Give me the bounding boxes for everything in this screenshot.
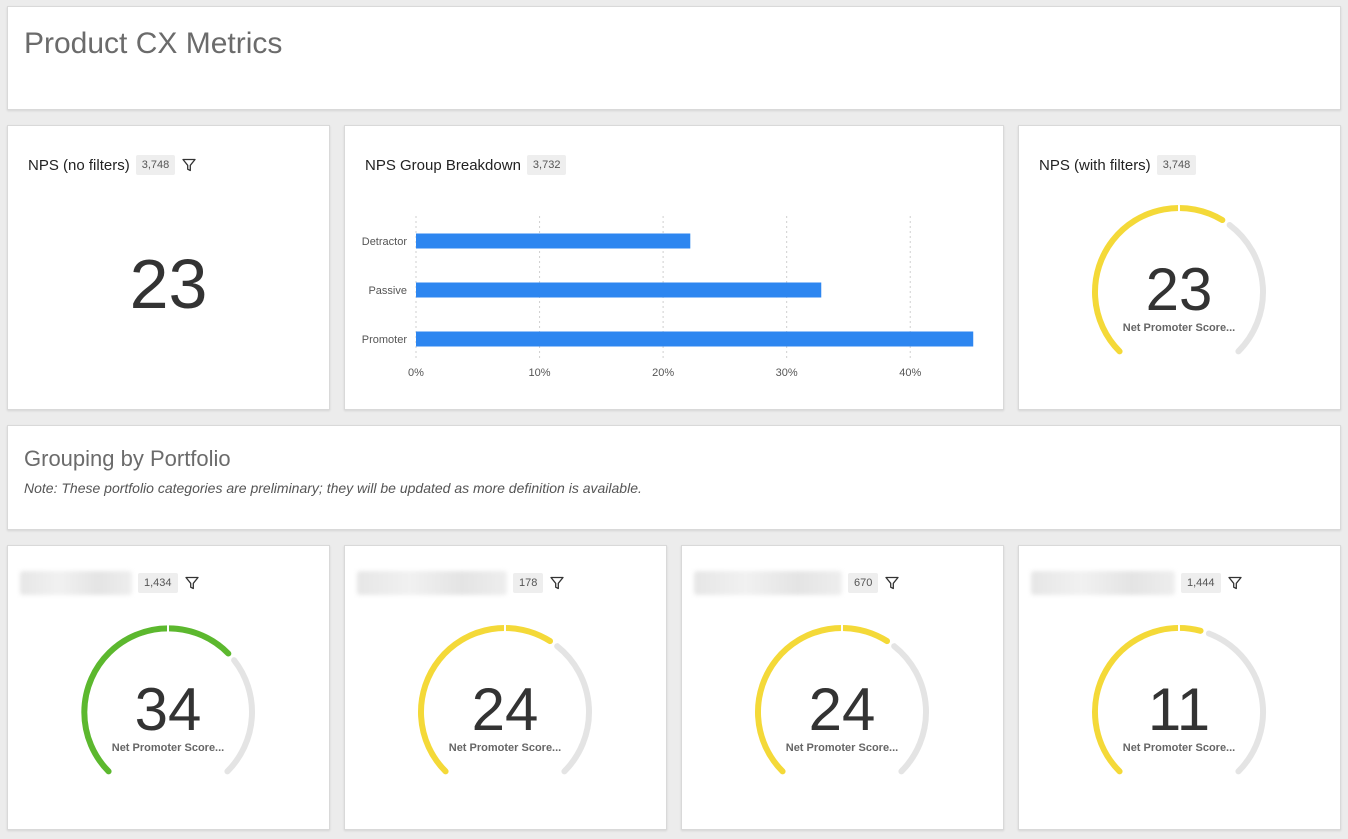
gauge-fill bbox=[1092, 625, 1204, 775]
gauge-value: 23 bbox=[1145, 256, 1213, 323]
nps-with-filters-widget[interactable]: NPS (with filters) 3,748 23 Net Promoter… bbox=[1018, 125, 1341, 410]
x-tick-label: 20% bbox=[652, 367, 674, 379]
filter-icon[interactable] bbox=[184, 575, 200, 591]
response-count-badge: 670 bbox=[848, 573, 879, 593]
gauge-label: Net Promoter Score... bbox=[1122, 322, 1236, 334]
x-tick-label: 10% bbox=[529, 367, 551, 379]
gauge-label: Net Promoter Score... bbox=[111, 742, 225, 754]
widget-title: NPS (no filters) bbox=[28, 156, 130, 174]
gauge-value: 24 bbox=[808, 676, 876, 743]
y-category-label: Detractor bbox=[362, 236, 408, 248]
widget-title-redacted bbox=[20, 571, 132, 595]
gauge-fill bbox=[417, 625, 554, 775]
gauge-track bbox=[1226, 221, 1266, 355]
section-title: Grouping by Portfolio bbox=[24, 446, 231, 471]
filter-icon[interactable] bbox=[884, 575, 900, 591]
nps-value: 23 bbox=[129, 245, 208, 323]
widget-title: NPS (with filters) bbox=[1039, 156, 1151, 174]
gauge-track bbox=[554, 643, 592, 775]
widget-header: 1,444 bbox=[1031, 571, 1243, 595]
x-tick-label: 40% bbox=[899, 367, 921, 379]
widget-header: 178 bbox=[357, 571, 565, 595]
widget-header: NPS (with filters) 3,748 bbox=[1039, 154, 1197, 176]
gauge-track bbox=[1205, 630, 1266, 775]
bar-passive bbox=[416, 282, 822, 298]
portfolio-section-card: Grouping by Portfolio Note: These portfo… bbox=[7, 425, 1341, 530]
header-card: Product CX Metrics bbox=[7, 6, 1341, 110]
portfolio-widget[interactable]: 1,444 11 Net Promoter Score... bbox=[1018, 545, 1341, 830]
widget-header: 1,434 bbox=[20, 571, 200, 595]
nps-no-filters-widget[interactable]: NPS (no filters) 3,748 23 bbox=[7, 125, 330, 410]
nps-gauge: 34 Net Promoter Score... bbox=[80, 624, 256, 800]
response-count-badge: 1,434 bbox=[138, 573, 178, 593]
filter-icon[interactable] bbox=[1227, 575, 1243, 591]
response-count-badge: 3,748 bbox=[1156, 155, 1197, 175]
gauge-value: 11 bbox=[1147, 676, 1211, 743]
portfolio-widget[interactable]: 1,434 34 Net Promoter Score... bbox=[7, 545, 330, 830]
widget-title-redacted bbox=[1031, 571, 1175, 595]
nps-gauge: 24 Net Promoter Score... bbox=[754, 624, 930, 800]
nps-bar-chart: 0% 10% 20% 30% 40% Detractor Passive Promoter bbox=[362, 216, 974, 379]
response-count-badge: 1,444 bbox=[1181, 573, 1221, 593]
response-count-badge: 3,748 bbox=[135, 155, 176, 175]
section-note: Note: These portfolio categories are pre… bbox=[24, 480, 642, 496]
nps-breakdown-widget[interactable]: NPS Group Breakdown 3,732 0% 10% 20% 30% 40%… bbox=[344, 125, 1004, 410]
widget-header: NPS (no filters) 3,748 bbox=[28, 154, 197, 176]
x-tick-label: 0% bbox=[408, 367, 424, 379]
bar-promoter bbox=[416, 331, 974, 347]
gauge-value: 24 bbox=[471, 676, 539, 743]
gauge-fill bbox=[754, 625, 891, 775]
widget-title-redacted bbox=[357, 571, 507, 595]
response-count-badge: 178 bbox=[513, 573, 544, 593]
portfolio-widget[interactable]: 178 24 Net Promoter Score... bbox=[344, 545, 667, 830]
bar-detractor bbox=[416, 233, 691, 249]
widget-header: NPS Group Breakdown 3,732 bbox=[365, 154, 567, 176]
gauge-fill bbox=[81, 625, 232, 775]
nps-gauge: 24 Net Promoter Score... bbox=[417, 624, 593, 800]
nps-gauge: 11 Net Promoter Score... bbox=[1091, 624, 1267, 800]
gauge-label: Net Promoter Score... bbox=[448, 742, 562, 754]
filter-icon[interactable] bbox=[549, 575, 565, 591]
gauge-track bbox=[891, 643, 929, 775]
gauge-value: 34 bbox=[134, 676, 202, 743]
gauge-track bbox=[224, 657, 255, 775]
y-category-label: Passive bbox=[368, 285, 407, 297]
widget-header: 670 bbox=[694, 571, 900, 595]
widget-title: NPS Group Breakdown bbox=[365, 156, 521, 174]
portfolio-widget[interactable]: 670 24 Net Promoter Score... bbox=[681, 545, 1004, 830]
response-count-badge: 3,732 bbox=[526, 155, 567, 175]
gauge-fill bbox=[1092, 204, 1226, 355]
widget-title-redacted bbox=[694, 571, 842, 595]
gauge-label: Net Promoter Score... bbox=[1122, 742, 1236, 754]
gauge-label: Net Promoter Score... bbox=[785, 742, 899, 754]
y-category-label: Promoter bbox=[362, 334, 408, 346]
filter-icon[interactable] bbox=[181, 157, 197, 173]
x-tick-label: 30% bbox=[776, 367, 798, 379]
page-title: Product CX Metrics bbox=[24, 27, 283, 60]
nps-gauge: 23 Net Promoter Score... bbox=[1091, 204, 1267, 380]
